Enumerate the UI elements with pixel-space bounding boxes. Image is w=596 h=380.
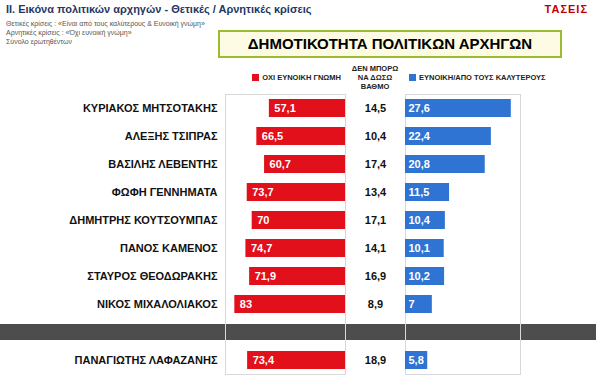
svg-text:60,7: 60,7 xyxy=(270,158,291,170)
svg-text:14,5: 14,5 xyxy=(365,102,386,114)
html-text:ΕΥΝΟΙΚΗ/ΑΠΟ ΤΟΥΣ ΚΑΛΥΤΕΡΟΥΣ: ΕΥΝΟΙΚΗ/ΑΠΟ ΤΟΥΣ ΚΑΛΥΤΕΡΟΥΣ xyxy=(419,72,546,82)
svg-text:70: 70 xyxy=(257,214,269,226)
svg-text:ΝΙΚΟΣ ΜΙΧΑΛΟΛΙΑΚΟΣ: ΝΙΚΟΣ ΜΙΧΑΛΟΛΙΑΚΟΣ xyxy=(97,298,218,310)
svg-text:ΦΩΦΗ ΓΕΝΝΗΜΑΤΑ: ΦΩΦΗ ΓΕΝΝΗΜΑΤΑ xyxy=(112,186,218,198)
svg-text:14,1: 14,1 xyxy=(365,242,386,254)
html-text:ΔΗΜΟΤΙΚΟΤΗΤΑ ΠΟΛΙΤΙΚΩΝ ΑΡΧΗΓΩΝ: ΔΗΜΟΤΙΚΟΤΗΤΑ ΠΟΛΙΤΙΚΩΝ ΑΡΧΗΓΩΝ xyxy=(247,35,533,52)
svg-text:22,4: 22,4 xyxy=(409,130,431,142)
svg-text:66,5: 66,5 xyxy=(262,130,283,142)
svg-text:18,9: 18,9 xyxy=(365,354,386,366)
svg-text:ΑΛΕΞΗΣ ΤΣΙΠΡΑΣ: ΑΛΕΞΗΣ ΤΣΙΠΡΑΣ xyxy=(125,130,218,142)
svg-text:10,2: 10,2 xyxy=(409,270,430,282)
html-text:ΟΧΙ ΕΥΝΟΙΚΗ ΓΝΩΜΗ: ΟΧΙ ΕΥΝΟΙΚΗ ΓΝΩΜΗ xyxy=(262,72,341,82)
svg-text:17,4: 17,4 xyxy=(365,158,387,170)
svg-text:17,1: 17,1 xyxy=(365,214,386,226)
svg-text:73,7: 73,7 xyxy=(252,186,273,198)
html-text:Σύνολο ερωτηθέντων: Σύνολο ερωτηθέντων xyxy=(6,38,72,45)
svg-text:10,1: 10,1 xyxy=(409,242,430,254)
html-text:Θετικές κρίσεις : «Είναι από τ: Θετικές κρίσεις : «Είναι από τους καλύτε… xyxy=(6,20,205,27)
svg-text:73,4: 73,4 xyxy=(253,354,275,366)
html-text:ΤΑΣΕΙΣ: ΤΑΣΕΙΣ xyxy=(544,3,588,15)
svg-text:74,7: 74,7 xyxy=(251,242,272,254)
svg-text:57,1: 57,1 xyxy=(274,102,295,114)
svg-text:83: 83 xyxy=(240,298,252,310)
svg-text:5,8: 5,8 xyxy=(409,354,424,366)
html-text:ΙΙ. Εικόνα πολιτικών αρχηγών -: ΙΙ. Εικόνα πολιτικών αρχηγών - Θετικές /… xyxy=(6,3,312,15)
svg-text:11,5: 11,5 xyxy=(409,186,430,198)
svg-text:20,8: 20,8 xyxy=(409,158,430,170)
html-text:Αρνητικές κρίσεις : «Όχι ευνοι: Αρνητικές κρίσεις : «Όχι ευνοική γνώμη» xyxy=(6,29,132,36)
svg-text:16,9: 16,9 xyxy=(365,270,386,282)
svg-text:71,9: 71,9 xyxy=(255,270,276,282)
svg-text:ΒΑΣΙΛΗΣ ΛΕΒΕΝΤΗΣ: ΒΑΣΙΛΗΣ ΛΕΒΕΝΤΗΣ xyxy=(108,158,218,170)
html-text:ΔΕΝ ΜΠΟΡΩ ΝΑ ΔΩΣΩ ΒΑΘΜΟ: ΔΕΝ ΜΠΟΡΩ ΝΑ ΔΩΣΩ ΒΑΘΜΟ xyxy=(351,63,399,91)
svg-text:ΚΥΡΙΑΚΟΣ ΜΗΤΣΟΤΑΚΗΣ: ΚΥΡΙΑΚΟΣ ΜΗΤΣΟΤΑΚΗΣ xyxy=(83,102,218,114)
svg-text:7: 7 xyxy=(409,298,415,310)
svg-text:ΣΤΑΥΡΟΣ ΘΕΟΔΩΡΑΚΗΣ: ΣΤΑΥΡΟΣ ΘΕΟΔΩΡΑΚΗΣ xyxy=(87,270,218,282)
svg-text:8,9: 8,9 xyxy=(368,298,383,310)
svg-text:13,4: 13,4 xyxy=(365,186,387,198)
svg-text:ΔΗΜΗΤΡΗΣ ΚΟΥΤΣΟΥΜΠΑΣ: ΔΗΜΗΤΡΗΣ ΚΟΥΤΣΟΥΜΠΑΣ xyxy=(69,214,218,226)
svg-text:27,6: 27,6 xyxy=(409,102,430,114)
svg-text:10,4: 10,4 xyxy=(409,214,431,226)
svg-text:ΠΑΝΑΓΙΩΤΗΣ ΛΑΦΑΖΑΝΗΣ: ΠΑΝΑΓΙΩΤΗΣ ΛΑΦΑΖΑΝΗΣ xyxy=(75,354,218,366)
svg-text:ΠΑΝΟΣ ΚΑΜΕΝΟΣ: ΠΑΝΟΣ ΚΑΜΕΝΟΣ xyxy=(120,242,218,254)
svg-text:10,4: 10,4 xyxy=(365,130,387,142)
